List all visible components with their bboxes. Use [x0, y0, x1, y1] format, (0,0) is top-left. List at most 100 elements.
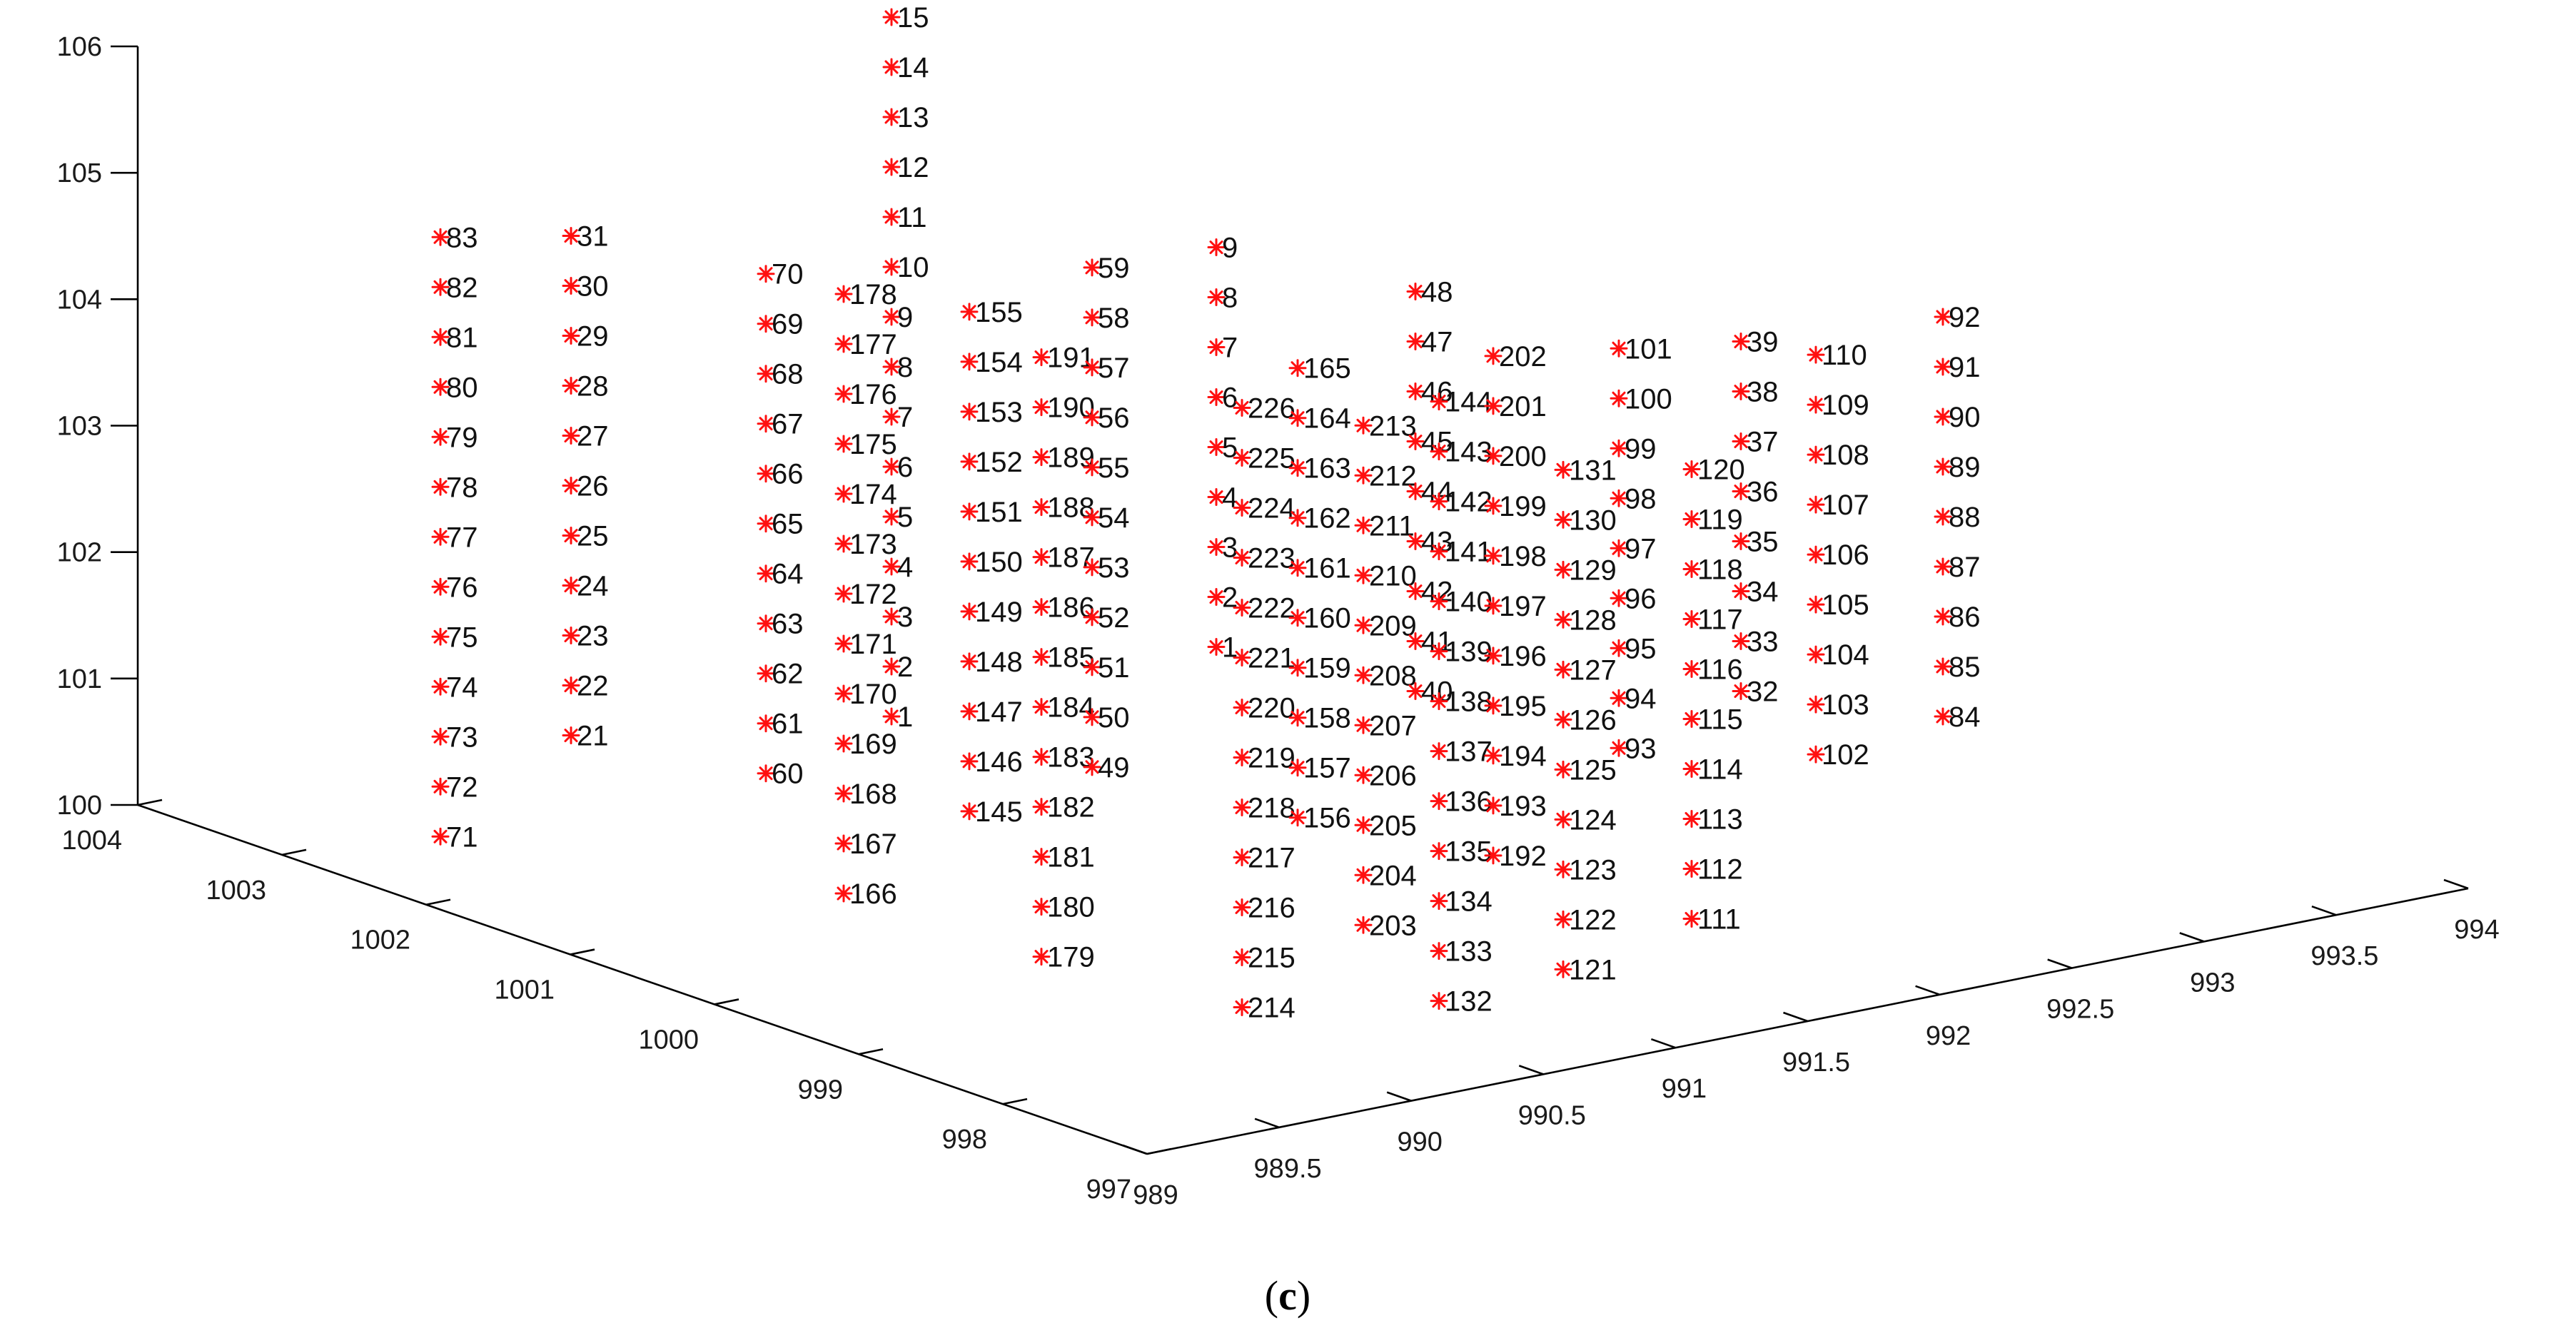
point-label: 107 [1822, 490, 1869, 521]
y-axis-ticks: 997 998 999 1000 1001 1002 1003 1004 [61, 799, 1172, 1205]
y-tick-label: 997 [1086, 1175, 1131, 1205]
star-marker-stroke [837, 487, 851, 501]
star-marker-stroke [1290, 561, 1305, 575]
star-marker-stroke [1235, 950, 1249, 964]
star-marker-stroke [433, 829, 448, 843]
star-marker-stroke [884, 709, 899, 724]
star-marker-stroke [1356, 768, 1370, 782]
point-label: 105 [1822, 589, 1869, 621]
data-point: 144 [1430, 387, 1492, 418]
star-marker-stroke [433, 480, 448, 494]
data-point: 31 [562, 221, 609, 253]
star-marker-stroke [1235, 450, 1249, 465]
star-marker-stroke [433, 330, 448, 344]
point-label: 121 [1569, 954, 1617, 985]
point-label: 131 [1569, 455, 1617, 486]
star-marker-stroke [1556, 512, 1570, 527]
point-label: 103 [1822, 689, 1869, 721]
data-point: 132 [1430, 986, 1492, 1018]
point-label: 72 [446, 771, 478, 803]
x-tick-label: 990.5 [1518, 1100, 1586, 1130]
data-point: 33 [1732, 627, 1779, 658]
data-point: 177 [834, 329, 897, 360]
data-point: 210 [1354, 560, 1417, 592]
data-point: 69 [757, 309, 804, 340]
star-marker-stroke [1809, 348, 1823, 362]
z-tick-label: 106 [57, 32, 102, 62]
point-label: 33 [1747, 627, 1779, 658]
caption-open: ( [1265, 1272, 1278, 1319]
star-marker-stroke [1556, 562, 1570, 577]
data-point: 192 [1484, 841, 1547, 872]
data-point: 78 [431, 472, 478, 503]
x-tick-mark [1518, 1065, 1544, 1075]
star-marker-stroke [1556, 812, 1570, 826]
point-label: 123 [1569, 854, 1617, 886]
point-label: 47 [1421, 327, 1453, 358]
data-point: 55 [1083, 452, 1130, 484]
axes [136, 46, 2469, 1155]
point-label: 196 [1499, 641, 1547, 672]
point-label: 102 [1822, 739, 1869, 771]
point-label: 220 [1248, 692, 1295, 724]
star-marker-stroke [1734, 634, 1748, 649]
star-marker-stroke [759, 766, 773, 781]
star-marker-stroke [1085, 560, 1099, 574]
star-marker-stroke [962, 554, 976, 569]
star-marker-stroke [884, 110, 899, 124]
star-marker-stroke [1085, 760, 1099, 774]
point-label: 9 [1222, 233, 1238, 264]
point-label: 4 [1222, 482, 1238, 514]
data-point: 9 [882, 302, 913, 333]
point-label: 66 [772, 459, 804, 490]
star-marker-stroke [1290, 411, 1305, 425]
y-tick-label: 999 [798, 1075, 843, 1105]
data-point: 138 [1430, 686, 1492, 718]
star-marker-stroke [884, 510, 899, 524]
star-marker-stroke [1209, 590, 1223, 604]
point-label: 130 [1569, 505, 1617, 536]
data-point: 175 [834, 429, 897, 460]
data-point: 196 [1484, 641, 1547, 672]
data-point: 51 [1083, 652, 1130, 684]
point-label: 94 [1625, 683, 1657, 714]
y-tick-mark [858, 1048, 884, 1055]
point-label: 106 [1822, 539, 1869, 571]
star-marker-stroke [1085, 660, 1099, 674]
point-label: 91 [1949, 352, 1981, 383]
point-label: 6 [1222, 382, 1238, 414]
star-marker-stroke [1734, 584, 1748, 599]
point-label: 7 [1222, 333, 1238, 364]
data-point: 184 [1032, 692, 1095, 724]
point-label: 87 [1949, 552, 1981, 583]
point-label: 32 [1747, 676, 1779, 708]
star-marker-stroke [1356, 818, 1370, 832]
point-label: 145 [975, 796, 1023, 828]
point-label: 194 [1499, 741, 1547, 772]
star-marker-stroke [1612, 641, 1626, 655]
data-point: 75 [431, 622, 478, 653]
star-marker-stroke [962, 405, 976, 419]
star-marker-stroke [884, 460, 899, 474]
star-marker-stroke [1486, 549, 1500, 563]
data-point: 218 [1233, 792, 1295, 823]
star-marker-stroke [1486, 599, 1500, 613]
data-point: 131 [1554, 455, 1617, 486]
star-marker-stroke [1034, 650, 1049, 664]
star-marker-stroke [962, 754, 976, 769]
data-point: 124 [1554, 804, 1617, 836]
point-label: 225 [1248, 442, 1295, 474]
data-point: 134 [1430, 886, 1492, 918]
data-point: 13 [882, 102, 929, 133]
point-label: 60 [772, 759, 804, 790]
point-label: 35 [1747, 527, 1779, 558]
point-label: 8 [1222, 283, 1238, 314]
data-point: 209 [1354, 610, 1417, 642]
star-marker-stroke [1432, 544, 1446, 559]
star-marker-stroke [564, 529, 578, 543]
star-marker-stroke [837, 786, 851, 801]
star-marker-stroke [759, 617, 773, 631]
star-marker-stroke [1290, 611, 1305, 625]
point-label: 160 [1303, 603, 1351, 634]
point-label: 143 [1445, 437, 1492, 468]
